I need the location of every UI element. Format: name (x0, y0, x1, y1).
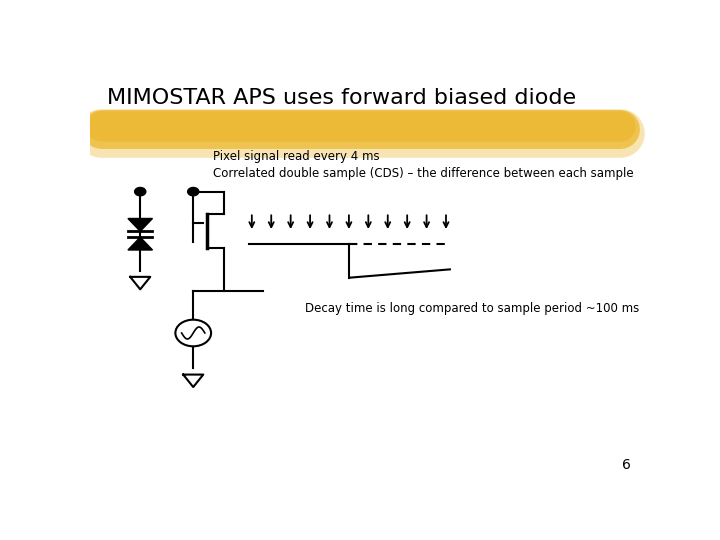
Text: 6: 6 (622, 458, 631, 472)
Circle shape (135, 187, 145, 196)
Polygon shape (128, 219, 153, 231)
Polygon shape (128, 237, 153, 250)
Text: Decay time is long compared to sample period ~100 ms: Decay time is long compared to sample pe… (305, 302, 639, 315)
Text: Correlated double sample (CDS) – the difference between each sample: Correlated double sample (CDS) – the dif… (213, 167, 634, 180)
Circle shape (188, 187, 199, 196)
Text: Pixel signal read every 4 ms: Pixel signal read every 4 ms (213, 150, 379, 163)
Text: MIMOSTAR APS uses forward biased diode: MIMOSTAR APS uses forward biased diode (107, 87, 576, 107)
